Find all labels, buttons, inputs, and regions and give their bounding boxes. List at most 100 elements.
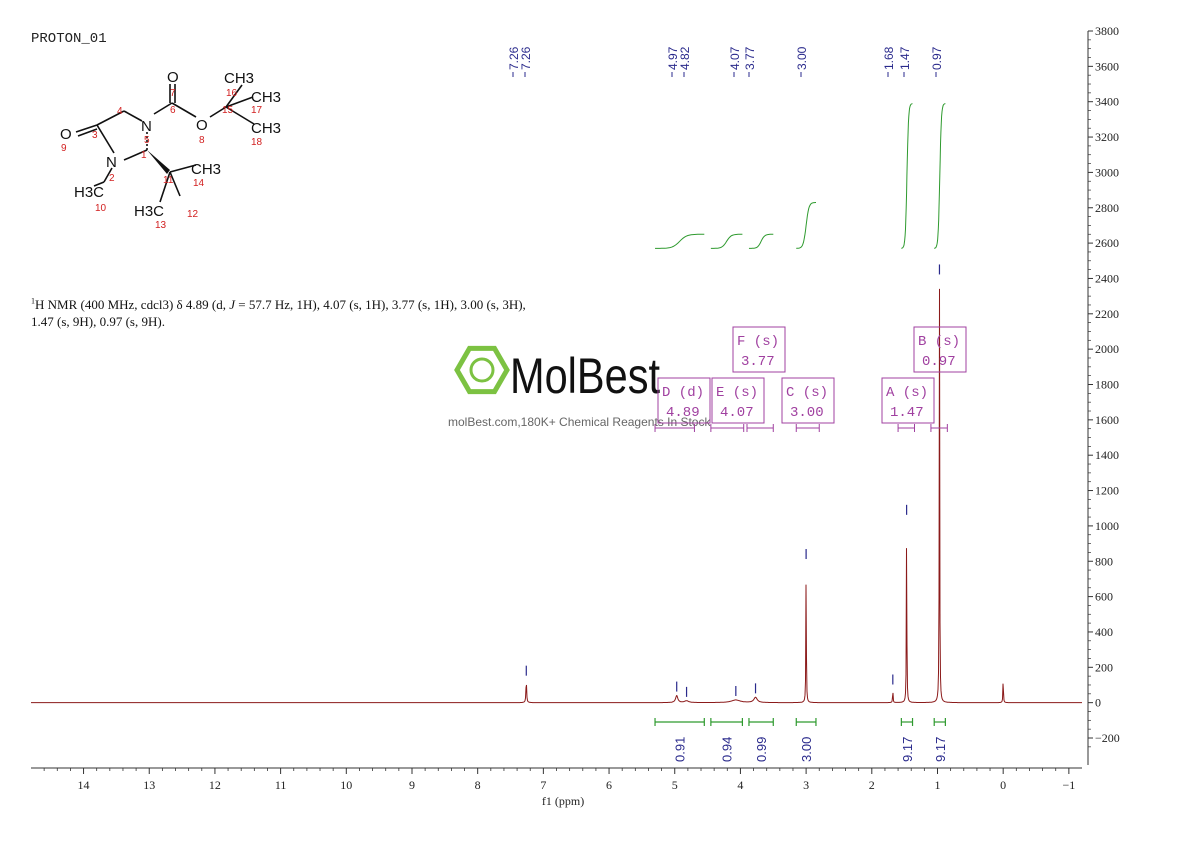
y-tick-label: 200 (1095, 660, 1113, 674)
y-tick-label: 2600 (1095, 236, 1119, 250)
atom-number: 17 (251, 105, 263, 116)
atom-label: O (60, 126, 72, 143)
molecule-atom-numbers: 1 2 3 4 5 6 7 8 9 10 11 12 13 14 15 16 1… (61, 88, 263, 231)
atom-number: 10 (95, 203, 107, 214)
peak-label: 7.26 (507, 46, 521, 70)
atom-number: 15 (222, 105, 234, 116)
y-tick-label: 2400 (1095, 271, 1119, 285)
atom-label: H3C (74, 184, 104, 201)
x-tick-label: 10 (340, 778, 352, 792)
molecule-structure (75, 84, 255, 203)
multiplet-label: E (s) (716, 385, 758, 401)
integral-curve (901, 103, 913, 249)
x-tick-label: −1 (1062, 778, 1075, 792)
x-tick-label: 5 (672, 778, 678, 792)
atom-number: 9 (61, 143, 67, 154)
atom-label: N (106, 154, 117, 171)
nmr-text-part: = 57.7 Hz, 1H), 4.07 (s, 1H), 3.77 (s, 1… (235, 297, 526, 312)
x-tick-label: 4 (737, 778, 743, 792)
molecule-atoms: O N O N O CH3 CH3 CH3 CH3 H3C H3C (60, 69, 281, 220)
atom-label: N (141, 118, 152, 135)
x-tick-label: 9 (409, 778, 415, 792)
integration-value: 0.94 (720, 737, 735, 762)
watermark-brand: MolBest (510, 348, 660, 404)
peak-label: 4.97 (666, 46, 680, 70)
multiplet-box (881, 377, 935, 424)
multiplet-label: F (s) (737, 334, 779, 350)
multiplet-label: C (s) (786, 385, 828, 401)
x-tick-label: 3 (803, 778, 809, 792)
x-tick-label: 2 (869, 778, 875, 792)
multiplet-shift: 0.97 (922, 354, 956, 370)
multiplet-shift: 4.07 (720, 405, 754, 421)
integral-curve (710, 233, 743, 249)
multiplet-box (732, 326, 786, 373)
integration-value: 3.00 (799, 737, 814, 762)
nmr-text-line2: 1.47 (s, 9H), 0.97 (s, 9H). (31, 314, 165, 329)
multiplet-shift: 4.89 (666, 405, 700, 421)
nmr-superscript: 1 (31, 296, 35, 306)
atom-label: O (167, 69, 179, 86)
peak-label: 3.77 (743, 46, 757, 70)
y-tick-label: 3000 (1095, 165, 1119, 179)
atom-label: CH3 (191, 161, 221, 178)
x-tick-label: 12 (209, 778, 221, 792)
y-tick-label: 1200 (1095, 484, 1119, 498)
x-tick-label: 7 (540, 778, 546, 792)
y-tick-label: 3800 (1095, 24, 1119, 38)
y-tick-label: 3600 (1095, 59, 1119, 73)
atom-number: 3 (92, 130, 98, 141)
multiplet-box (913, 326, 967, 373)
nmr-text-part: H NMR (400 MHz, cdcl3) δ 4.89 (d, (35, 297, 230, 312)
atom-label: CH3 (251, 120, 281, 137)
atom-number: 7 (170, 88, 176, 99)
y-tick-label: 0 (1095, 696, 1101, 710)
multiplet-box (781, 377, 835, 424)
y-tick-label: −200 (1095, 731, 1120, 745)
atom-number: 5 (144, 135, 150, 146)
integral-curve (655, 233, 705, 249)
x-tick-label: 0 (1000, 778, 1006, 792)
nmr-coupling-symbol: J (229, 297, 236, 312)
multiplet-label: B (s) (918, 334, 960, 350)
integration-value: 9.17 (900, 737, 915, 762)
peak-label: 1.68 (882, 46, 896, 70)
peak-label: 4.82 (678, 46, 692, 70)
integral-curve (933, 103, 946, 249)
atom-number: 12 (187, 209, 199, 220)
spectrum-trace (31, 288, 1082, 704)
y-tick-label: 2200 (1095, 307, 1119, 321)
y-tick-label: 1400 (1095, 448, 1119, 462)
molbest-logo-icon (454, 345, 510, 395)
atom-number: 11 (163, 175, 174, 186)
x-tick-label: 6 (606, 778, 612, 792)
y-tick-label: 3200 (1095, 130, 1119, 144)
x-tick-label: 13 (143, 778, 155, 792)
multiplet-box (711, 377, 765, 424)
atom-label: O (196, 117, 208, 134)
y-tick-label: 1800 (1095, 378, 1119, 392)
x-axis-label: f1 (ppm) (542, 794, 584, 808)
x-tick-label: 1 (934, 778, 940, 792)
multiplet-shift: 1.47 (890, 405, 924, 421)
atom-number: 6 (170, 105, 176, 116)
x-tick-label: 8 (475, 778, 481, 792)
integration-value: 0.99 (754, 737, 769, 762)
multiplet-label: A (s) (886, 385, 928, 401)
watermark: MolBest molBest.com,180K+ Chemical Reage… (448, 345, 711, 429)
watermark-tagline: molBest.com,180K+ Chemical Reagents In S… (448, 415, 711, 429)
y-tick-label: 2800 (1095, 201, 1119, 215)
y-tick-label: 1600 (1095, 413, 1119, 427)
multiplet-shift: 3.00 (790, 405, 824, 421)
atom-number: 14 (193, 178, 205, 189)
atom-label: CH3 (224, 70, 254, 87)
atom-number: 18 (251, 137, 263, 148)
y-tick-label: 3400 (1095, 95, 1119, 109)
peak-label: 1.47 (898, 46, 912, 70)
y-tick-label: 600 (1095, 590, 1113, 604)
atom-number: 4 (117, 106, 123, 117)
integration-value: 9.17 (933, 737, 948, 762)
y-tick-label: 2000 (1095, 342, 1119, 356)
atom-label: H3C (134, 203, 164, 220)
